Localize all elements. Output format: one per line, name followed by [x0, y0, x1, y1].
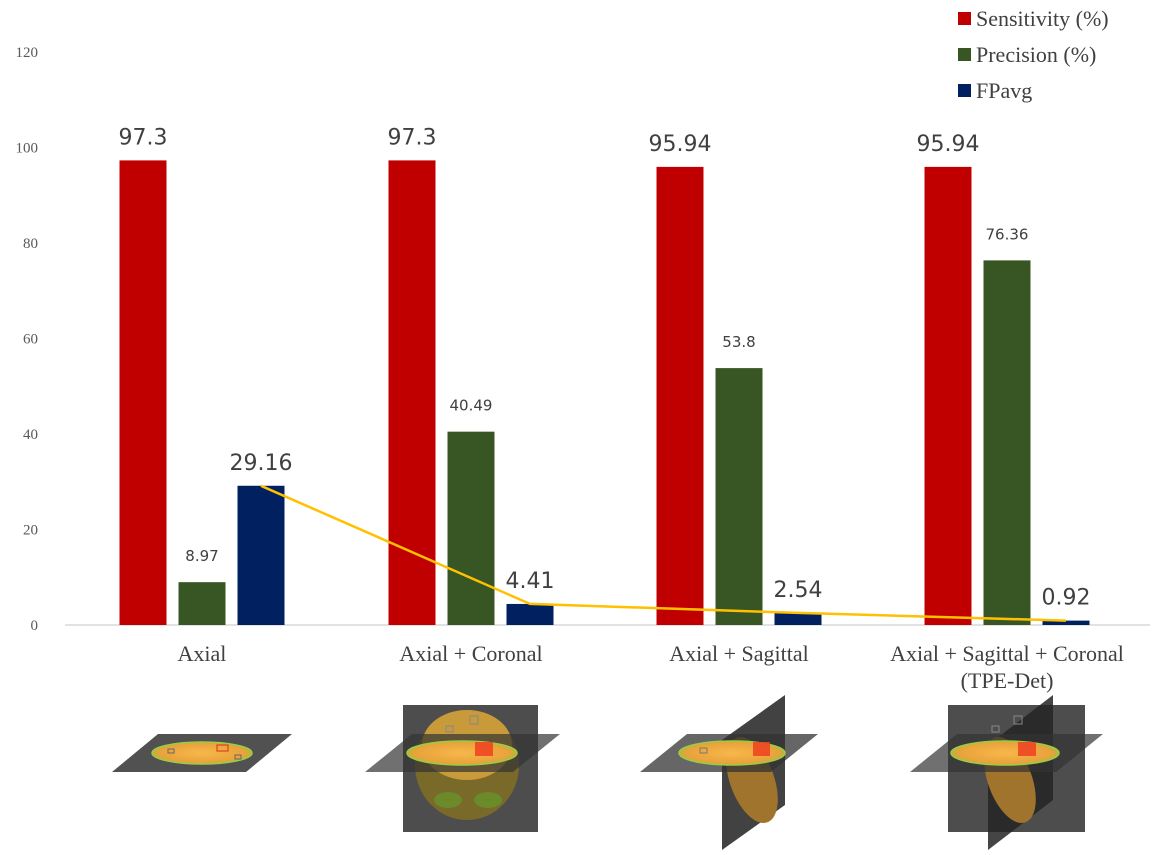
data-label: 8.97: [185, 547, 218, 565]
axial-sagittal-coronal-illustration: [910, 695, 1103, 850]
data-label: 4.41: [506, 569, 555, 594]
legend-swatch: [958, 84, 971, 97]
category-label: Axial + Sagittal + Coronal: [890, 641, 1124, 666]
y-tick-label: 20: [23, 523, 38, 539]
bar-sensitivity: [656, 166, 704, 625]
data-labels: 97.3 97.3 95.94 95.94 8.97 40.49 53.8 76.36 29.1…: [119, 125, 1091, 610]
data-label: 95.94: [917, 132, 980, 157]
bar-sensitivity: [924, 166, 972, 625]
bar-fpavg: [1042, 620, 1090, 625]
data-label: 2.54: [774, 578, 823, 603]
data-label: 95.94: [649, 132, 712, 157]
y-tick-label: 60: [23, 332, 38, 348]
data-label: 53.8: [722, 333, 755, 351]
data-label: 76.36: [986, 225, 1029, 243]
y-tick-label: 40: [23, 427, 38, 443]
bar-precision: [178, 582, 226, 625]
data-label: 97.3: [388, 125, 437, 150]
bars: [119, 160, 1090, 625]
bar-fpavg: [506, 603, 554, 625]
bar-sensitivity: [388, 160, 436, 625]
data-label: 97.3: [119, 125, 168, 150]
legend-swatch: [958, 12, 971, 25]
bar-precision: [983, 260, 1031, 625]
trend-line: [260, 484, 1067, 622]
legend-label: Sensitivity (%): [976, 6, 1109, 31]
data-label: 40.49: [450, 397, 493, 415]
y-tick-label: 100: [16, 141, 39, 157]
axial-plane-illustration: [112, 734, 292, 772]
data-label: 29.16: [230, 451, 293, 476]
bar-sensitivity: [119, 160, 167, 625]
axial-sagittal-illustration: [640, 695, 818, 850]
category-label: Axial + Coronal: [399, 641, 542, 666]
y-tick-label: 120: [16, 45, 39, 61]
legend-label: FPavg: [976, 78, 1032, 103]
axial-coronal-illustration: [365, 705, 560, 832]
legend-swatch: [958, 48, 971, 61]
bar-fpavg: [237, 485, 285, 625]
category-labels: Axial Axial + Coronal Axial + Sagittal Axia…: [178, 641, 1124, 693]
bar-precision: [447, 431, 495, 625]
y-axis: 0 20 40 60 80 100 120: [16, 45, 1150, 634]
legend: Sensitivity (%) Precision (%) FPavg: [958, 6, 1109, 103]
category-label: Axial: [178, 641, 227, 666]
bar-precision: [715, 368, 763, 625]
category-label: Axial + Sagittal: [669, 641, 809, 666]
y-tick-label: 0: [31, 618, 39, 634]
bar-fpavg: [774, 612, 822, 625]
legend-label: Precision (%): [976, 42, 1096, 67]
category-label: (TPE-Det): [961, 668, 1054, 693]
y-tick-label: 80: [23, 236, 38, 252]
data-label: 0.92: [1042, 586, 1091, 611]
fpavg-trend-line: [260, 484, 1067, 622]
